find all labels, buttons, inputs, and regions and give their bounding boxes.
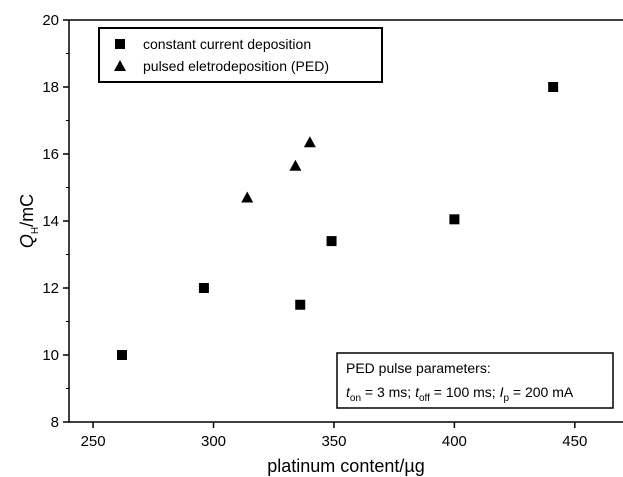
i-p-subscript: p: [503, 393, 509, 404]
y-tick-label: 14: [42, 213, 59, 230]
y-tick-label: 10: [42, 347, 59, 364]
y-axis-title-symbol: Q: [17, 234, 37, 248]
t-off-value: = 100 ms;: [430, 384, 500, 400]
legend-triangle-marker: [114, 60, 126, 71]
y-axis-title-unit: /mC: [17, 194, 37, 227]
x-tick-label: 250: [81, 433, 106, 450]
t-on-value: = 3 ms;: [361, 384, 415, 400]
note-title: PED pulse parameters:: [346, 360, 491, 376]
i-p-value: = 200 mA: [509, 384, 574, 400]
x-tick-label: 300: [201, 433, 226, 450]
x-axis-title: platinum content/µg: [267, 456, 424, 476]
constant-current-point: [198, 283, 209, 293]
note-parameters: ton = 3 ms; toff = 100 ms; Ip = 200 mA: [346, 384, 574, 404]
t-on-symbol: t: [346, 384, 351, 400]
pulsed-point: [303, 136, 316, 148]
legend-label-pulsed: pulsed eletrodeposition (PED): [143, 58, 329, 74]
y-tick-label: 20: [42, 12, 59, 29]
t-off-symbol: t: [415, 384, 420, 400]
note-box: [336, 352, 614, 409]
pulsed-point: [241, 191, 254, 203]
y-axis-title: QH/mC: [17, 194, 41, 248]
y-tick-label: 8: [51, 414, 59, 431]
pulse-parameters-note: PED pulse parameters: ton = 3 ms; toff =…: [336, 352, 614, 409]
x-tick-label: 450: [562, 433, 587, 450]
constant-current-point: [295, 299, 306, 310]
t-on-subscript: on: [350, 393, 361, 404]
i-p-symbol: I: [500, 384, 504, 400]
legend-box: [98, 27, 383, 83]
constant-current-point: [116, 350, 127, 360]
data-markers: [116, 82, 559, 360]
legend: constant current deposition pulsed eletr…: [98, 27, 383, 83]
y-ticks: 8 10 12 14 16 18 20: [42, 12, 69, 431]
t-off-subscript: off: [419, 393, 430, 404]
legend-label-constant-current: constant current deposition: [143, 36, 311, 52]
y-axis-title-subscript: H: [30, 227, 41, 234]
constant-current-point: [449, 214, 460, 225]
y-tick-label: 16: [42, 146, 59, 163]
constant-current-point: [548, 82, 559, 92]
y-tick-label: 12: [42, 280, 59, 297]
x-tick-label: 350: [321, 433, 346, 450]
y-tick-label: 18: [42, 79, 59, 96]
pulsed-point: [289, 159, 302, 171]
x-ticks: 250 300 350 400 450: [81, 422, 587, 450]
x-tick-label: 400: [442, 433, 467, 450]
constant-current-point: [326, 236, 337, 247]
legend-square-marker: [115, 39, 125, 49]
